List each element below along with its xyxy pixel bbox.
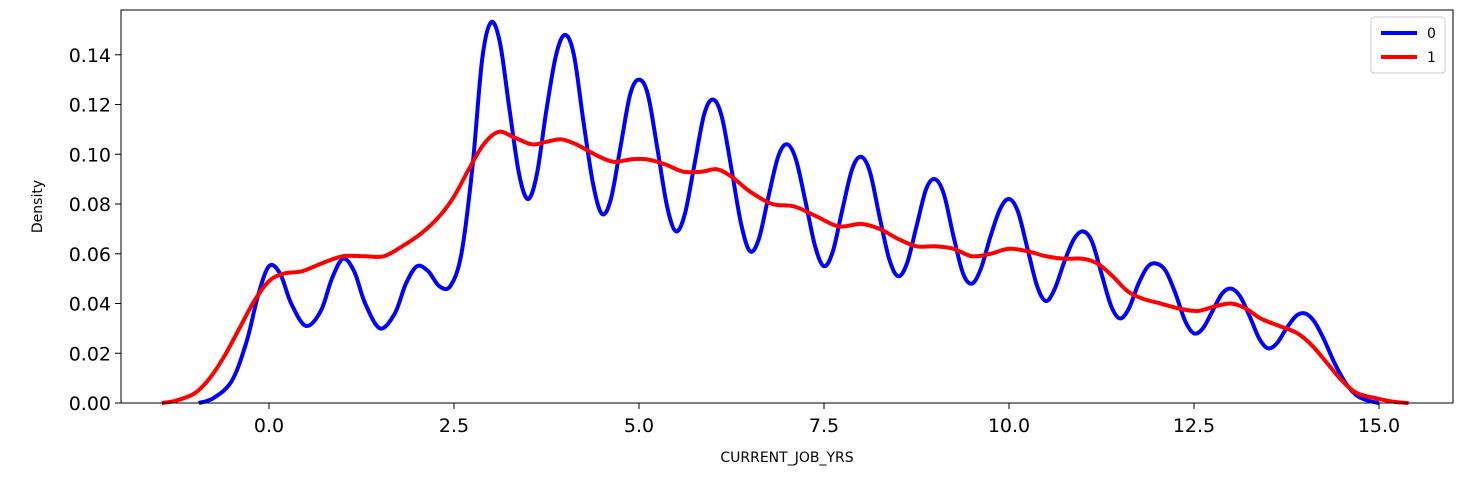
y-tick-label: 0.14 [69,45,111,67]
series-line-0 [198,19,1380,405]
plot-frame [120,9,1454,404]
x-tick-label: 7.5 [809,415,839,437]
x-tick-label: 2.5 [439,415,469,437]
y-tick-label: 0.04 [69,294,111,316]
x-tick-label: 0.0 [254,415,284,437]
series-layer [161,19,1409,405]
x-tick-label: 5.0 [624,415,654,437]
legend: 01 [1370,16,1446,74]
legend-label-0: 0 [1427,26,1436,42]
legend-label-1: 1 [1427,50,1436,66]
y-tick-label: 0.00 [69,393,111,415]
y-tick-label: 0.10 [69,144,111,166]
x-axis: 0.0 2.5 5.0 7.5 10.0 12.5 15.0 [254,403,1400,437]
series-line-1 [161,129,1409,405]
y-axis-label: Density [30,180,46,233]
x-tick-label: 12.5 [1173,415,1215,437]
y-axis: 0.00 0.02 0.04 0.06 0.08 0.10 0.12 0.14 [69,45,121,415]
y-tick-label: 0.02 [69,343,111,365]
y-tick-label: 0.12 [69,95,111,117]
x-tick-label: 15.0 [1358,415,1400,437]
x-axis-label: CURRENT_JOB_YRS [720,450,853,466]
x-tick-label: 10.0 [988,415,1030,437]
y-tick-label: 0.06 [69,244,111,266]
y-tick-label: 0.08 [69,194,111,216]
